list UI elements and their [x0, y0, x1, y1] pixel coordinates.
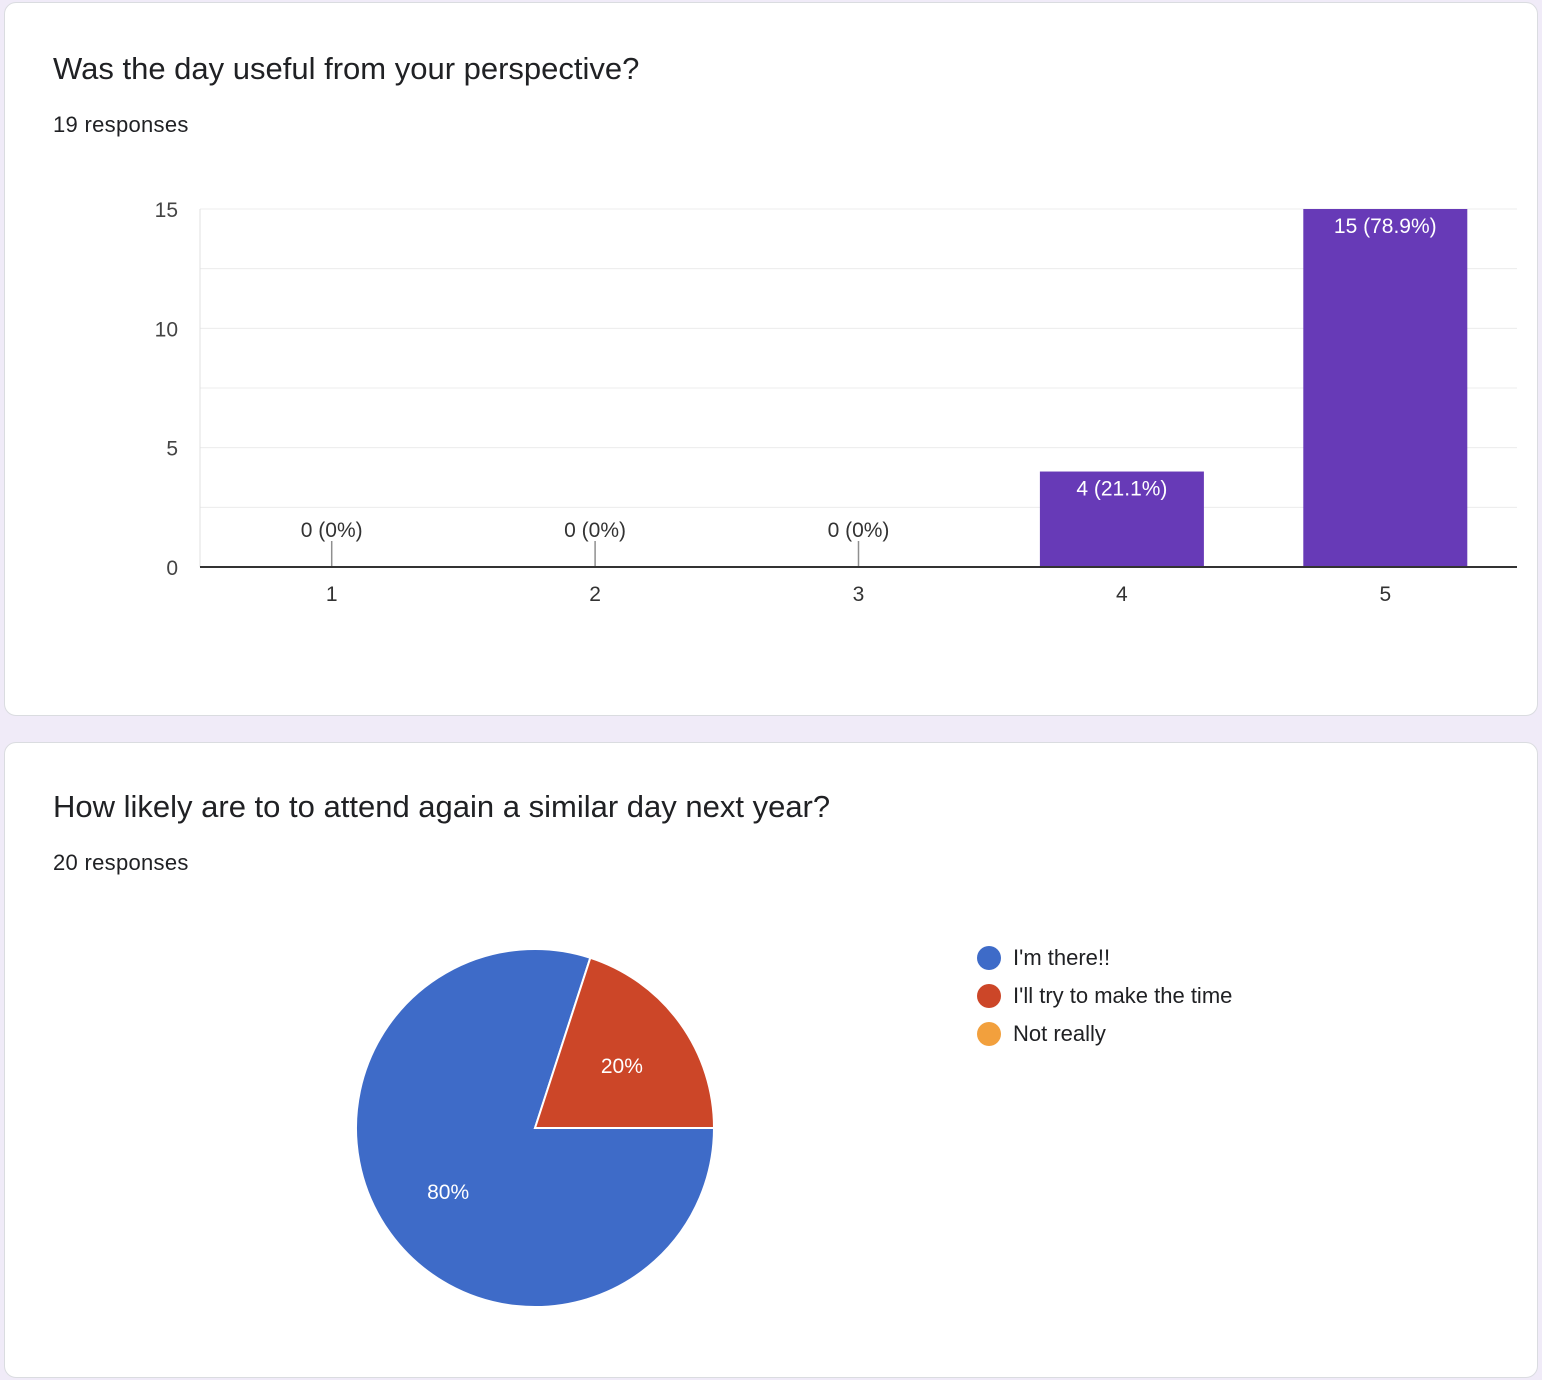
- legend-label: I'll try to make the time: [1013, 983, 1233, 1008]
- pie-chart: 80% 20%: [355, 948, 716, 1308]
- x-tick-label: 3: [853, 583, 865, 606]
- y-tick-label: 5: [166, 438, 178, 461]
- legend-swatch: [977, 1022, 1001, 1046]
- bar-data-label: 4 (21.1%): [1076, 478, 1167, 501]
- y-tick-label: 15: [155, 199, 178, 222]
- x-tick-label: 4: [1116, 583, 1128, 606]
- x-tick-label: 2: [589, 583, 601, 606]
- question-title: How likely are to to attend again a simi…: [53, 789, 831, 824]
- bar: [1039, 471, 1204, 567]
- y-tick-label: 10: [155, 318, 178, 341]
- bar-chart-card: Was the day useful from your perspective…: [4, 2, 1538, 716]
- legend-item: I'm there!!: [977, 939, 1232, 977]
- y-tick-label: 0: [166, 557, 178, 580]
- pie-slice: [355, 948, 716, 1308]
- bar-data-label: 0 (0%): [828, 519, 890, 542]
- response-count: 19 responses: [53, 112, 189, 137]
- pie-slice: [533, 956, 716, 1129]
- legend-item: Not really: [977, 1015, 1232, 1053]
- response-count: 20 responses: [53, 850, 189, 875]
- bar: [1303, 209, 1468, 567]
- x-tick-label: 5: [1379, 583, 1391, 606]
- x-tick-label: 1: [326, 583, 338, 606]
- pie-legend: I'm there!! I'll try to make the time Not …: [977, 939, 1232, 1053]
- bar-data-label: 15 (78.9%): [1334, 215, 1437, 238]
- pie-slice-label: 20%: [601, 1055, 643, 1078]
- bar-chart: 0 5 10 15 0 (0%) 1 0 (0%) 2 0 (0%) 3 4 (21.1%) 4 15 …: [155, 199, 1517, 606]
- pie-slice-label: 80%: [427, 1181, 469, 1204]
- legend-swatch: [977, 984, 1001, 1008]
- pie-chart-card: How likely are to to attend again a simi…: [4, 742, 1538, 1378]
- legend-label: Not really: [1013, 1021, 1106, 1046]
- question-title: Was the day useful from your perspective…: [53, 51, 640, 86]
- legend-swatch: [977, 946, 1001, 970]
- legend-item: I'll try to make the time: [977, 977, 1232, 1015]
- bar-data-label: 0 (0%): [301, 519, 363, 542]
- bar-data-label: 0 (0%): [564, 519, 626, 542]
- legend-label: I'm there!!: [1013, 945, 1111, 970]
